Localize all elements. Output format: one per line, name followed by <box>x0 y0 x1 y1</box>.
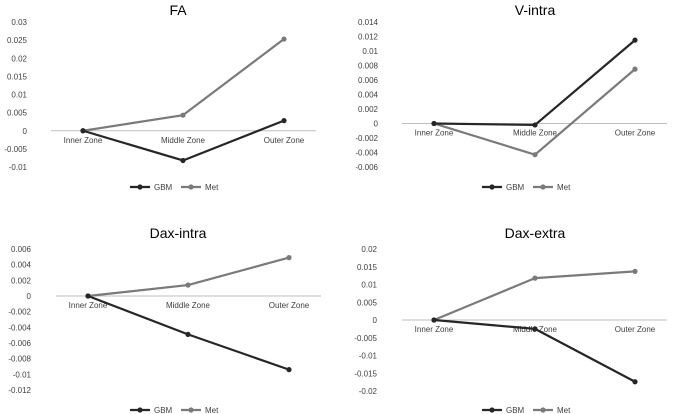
data-point-met <box>632 268 638 274</box>
y-tick-label: -0.004 <box>8 323 31 332</box>
data-point-met <box>532 152 538 158</box>
x-category-label: Outer Zone <box>264 136 305 145</box>
y-tick-label: 0.002 <box>358 105 379 114</box>
y-tick-label: -0.002 <box>8 308 31 317</box>
legend-marker-gbm <box>137 407 143 413</box>
data-point-gbm <box>431 317 437 323</box>
data-point-gbm <box>80 128 86 134</box>
data-point-met <box>632 66 638 72</box>
data-point-gbm <box>286 367 292 373</box>
y-tick-label: 0 <box>23 127 28 136</box>
y-tick-label: 0.002 <box>11 276 32 285</box>
y-tick-label: -0.01 <box>359 352 378 361</box>
x-category-label: Middle Zone <box>161 136 206 145</box>
data-point-gbm <box>85 293 91 299</box>
legend-label-gbm: GBM <box>154 406 173 414</box>
chart-panel-fa: FA 0.03 0.025 0.02 0.015 0.01 0.005 0 -0.005 -0.… <box>4 2 316 192</box>
legend-marker-met <box>188 184 194 190</box>
x-category-label: Outer Zone <box>269 301 310 310</box>
data-point-gbm <box>180 157 186 164</box>
y-tick-label: 0.01 <box>362 47 378 56</box>
data-point-gbm <box>431 120 437 127</box>
y-tick-label: 0.006 <box>11 245 32 254</box>
data-point-met <box>281 36 287 42</box>
y-tick-label: -0.005 <box>4 145 27 154</box>
legend-label-gbm: GBM <box>154 183 173 192</box>
y-tick-label: -0.02 <box>359 387 378 396</box>
chart-title-dax-extra: Dax-extra <box>505 225 566 241</box>
legend-label-met: Met <box>205 406 219 414</box>
x-category-label: Inner Zone <box>415 129 454 138</box>
y-tick-label: 0.004 <box>11 261 32 270</box>
series-line-gbm <box>433 39 636 127</box>
data-point-met <box>180 112 186 118</box>
y-tick-label: -0.006 <box>355 163 378 172</box>
y-tick-label: 0.01 <box>11 91 27 100</box>
x-category-label: Inner Zone <box>69 301 108 310</box>
chart-title-v-intra: V-intra <box>515 2 556 18</box>
legend-marker-met <box>540 407 546 413</box>
y-tick-label: 0.03 <box>11 18 27 27</box>
legend-label-gbm: GBM <box>506 183 525 192</box>
y-tick-label: 0 <box>374 120 379 129</box>
legend-marker-met <box>540 184 546 190</box>
y-tick-label: 0.015 <box>357 263 378 272</box>
y-tick-label: -0.015 <box>354 369 377 378</box>
data-point-gbm <box>532 326 538 332</box>
y-tick-label: 0.012 <box>358 33 379 42</box>
series-line-met <box>433 68 636 156</box>
y-tick-label: 0.008 <box>358 62 379 71</box>
y-tick-label: 0 <box>373 316 378 325</box>
x-category-label: Inner Zone <box>64 136 103 145</box>
y-tick-label: -0.002 <box>355 134 378 143</box>
y-tick-label: 0.006 <box>358 76 379 85</box>
legend-marker-gbm <box>489 407 495 413</box>
legend-label-met: Met <box>557 183 571 192</box>
x-category-label: Middle Zone <box>166 301 211 310</box>
chart-title-dax-intra: Dax-intra <box>150 225 207 241</box>
chart-panel-dax-extra: Dax-extra 0.02 0.015 0.01 0.005 0 -0.005 -0.01… <box>354 225 667 414</box>
data-point-met <box>532 275 538 281</box>
y-tick-label: -0.012 <box>8 386 31 395</box>
data-point-gbm <box>532 122 538 128</box>
data-point-met <box>185 282 191 288</box>
legend-label-met: Met <box>557 406 571 414</box>
y-tick-label: 0.004 <box>358 91 379 100</box>
x-category-label: Middle Zone <box>513 129 558 138</box>
y-tick-label: -0.005 <box>354 334 377 343</box>
y-tick-label: 0.005 <box>357 298 378 307</box>
y-tick-label: 0.015 <box>7 72 28 81</box>
y-tick-label: 0 <box>27 292 32 301</box>
y-tick-label: -0.006 <box>8 339 31 348</box>
y-tick-label: -0.008 <box>8 355 31 364</box>
legend-marker-gbm <box>489 184 495 190</box>
y-tick-label: 0.025 <box>7 36 28 45</box>
y-tick-label: -0.004 <box>355 149 378 158</box>
y-tick-label: -0.01 <box>9 163 28 172</box>
data-point-gbm <box>632 37 638 43</box>
x-category-label: Outer Zone <box>615 129 656 138</box>
chart-panel-dax-intra: Dax-intra 0.006 0.004 0.002 0 -0.002 -0.004 -0… <box>8 225 321 414</box>
y-tick-label: 0.01 <box>361 281 377 290</box>
legend-marker-met <box>188 407 194 413</box>
data-point-gbm <box>281 118 287 124</box>
chart-title-fa: FA <box>169 2 187 18</box>
y-tick-label: 0.005 <box>7 109 28 118</box>
legend-label-gbm: GBM <box>506 406 525 414</box>
legend-marker-gbm <box>137 184 143 190</box>
data-point-gbm <box>632 379 638 385</box>
y-tick-label: -0.01 <box>13 370 32 379</box>
chart-panel-v-intra: V-intra 0.014 0.012 0.01 0.008 0.006 0.004 0.0… <box>355 2 667 192</box>
y-tick-label: 0.02 <box>361 245 377 254</box>
legend-label-met: Met <box>205 183 219 192</box>
y-tick-label: 0.02 <box>11 54 27 63</box>
x-category-label: Inner Zone <box>415 325 454 334</box>
y-tick-label: 0.014 <box>358 18 379 27</box>
data-point-gbm <box>185 331 191 337</box>
data-point-met <box>286 255 292 261</box>
x-category-label: Outer Zone <box>615 325 656 334</box>
series-line-met <box>87 256 290 298</box>
